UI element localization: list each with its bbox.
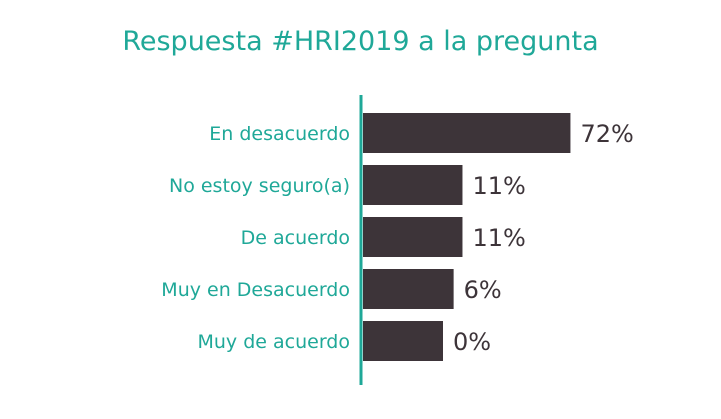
bar	[363, 269, 454, 309]
category-label: Muy en Desacuerdo	[161, 279, 350, 301]
bar	[363, 113, 571, 153]
category-label: En desacuerdo	[209, 123, 350, 145]
value-label: 0%	[453, 328, 491, 356]
chart-title: Respuesta #HRI2019 a la pregunta	[122, 26, 599, 57]
bar	[363, 321, 443, 361]
category-label: Muy de acuerdo	[198, 331, 351, 353]
category-label: De acuerdo	[241, 227, 350, 249]
bar	[363, 165, 463, 205]
category-label: No estoy seguro(a)	[169, 175, 350, 197]
value-label: 6%	[464, 276, 502, 304]
bar	[363, 217, 463, 257]
value-label: 11%	[472, 224, 525, 252]
value-label: 72%	[580, 120, 633, 148]
value-label: 11%	[472, 172, 525, 200]
